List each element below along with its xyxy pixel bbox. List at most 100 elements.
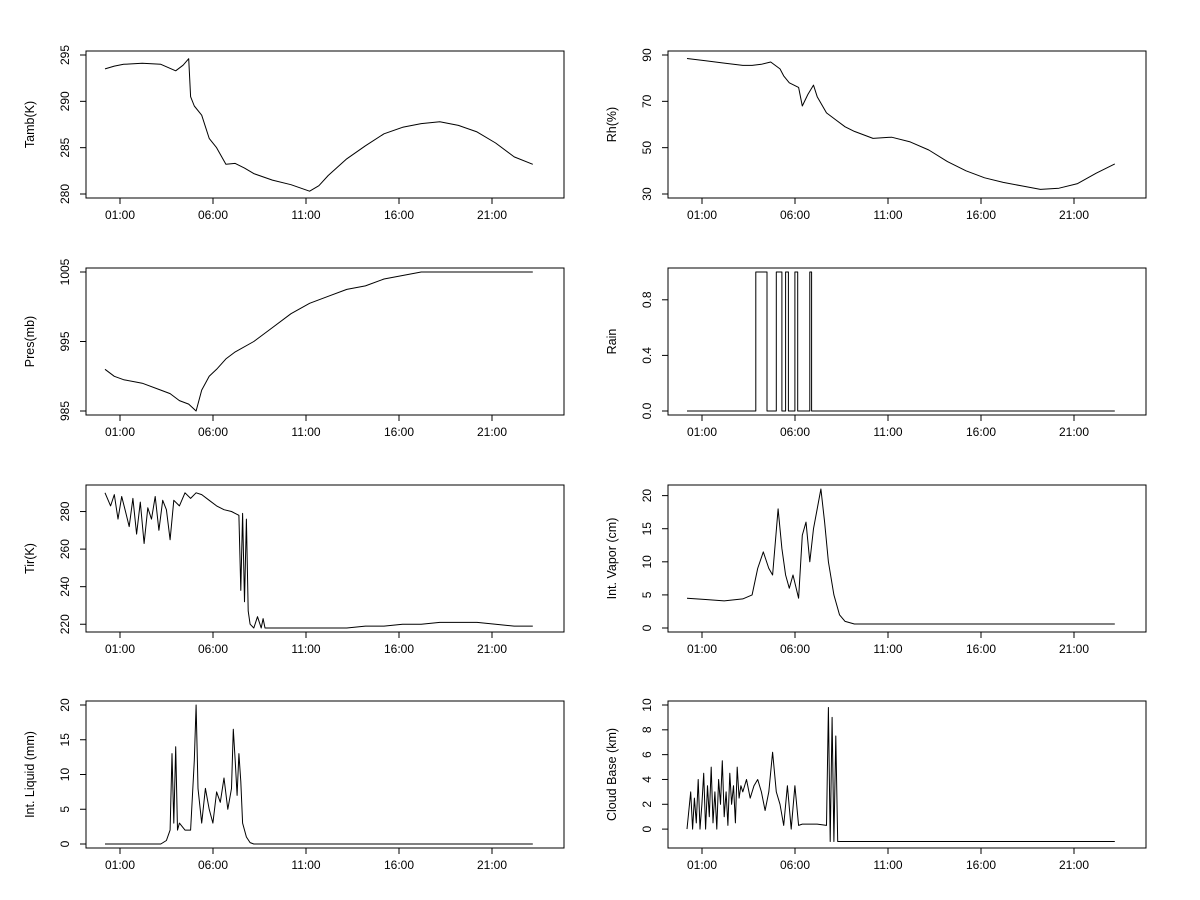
- y-tick-label: 50: [640, 141, 654, 155]
- y-tick-label: 0.8: [640, 291, 654, 308]
- plot-frame: [667, 267, 1147, 416]
- panel-cloudbase: 01:00 06:00 11:00 16:00 21:00 0 2 4 6 8 10 Cloud Ba…: [605, 698, 1147, 872]
- x-tick-label: 01:00: [105, 642, 135, 656]
- x-tick-label: 16:00: [384, 208, 414, 222]
- x-tick-label: 06:00: [780, 642, 810, 656]
- y-tick-label: 15: [58, 733, 72, 747]
- x-tick-label: 06:00: [780, 208, 810, 222]
- y-tick-label: 8: [640, 726, 654, 733]
- panel-pres: 01:00 06:00 11:00 16:00 21:00 985 995 1005 Pres(…: [23, 258, 565, 439]
- x-tick-label: 21:00: [477, 858, 507, 872]
- y-tick-label: 20: [58, 698, 72, 712]
- series-line-rh: [686, 58, 1116, 190]
- x-tick-label: 21:00: [477, 425, 507, 439]
- y-tick-label: 90: [640, 48, 654, 62]
- y-tick-label: 1005: [58, 258, 72, 285]
- x-tick-label: 16:00: [966, 425, 996, 439]
- panel-tamb: 01:00 06:00 11:00 16:00 21:00 280 285 290 295 Tam…: [23, 45, 565, 222]
- x-tick-label: 16:00: [966, 858, 996, 872]
- y-tick-label: 0: [640, 825, 654, 832]
- plot-frame: [85, 267, 565, 416]
- x-tick-label: 16:00: [384, 425, 414, 439]
- series-line-cloudbase: [686, 707, 1115, 842]
- x-tick-label: 11:00: [873, 425, 902, 439]
- series-line-tamb: [104, 58, 533, 192]
- x-tick-label: 16:00: [966, 208, 996, 222]
- plot-frame: [85, 484, 565, 633]
- plot-frame: [85, 50, 565, 199]
- y-tick-label: 0.4: [640, 347, 654, 364]
- x-tick-label: 01:00: [105, 208, 135, 222]
- x-tick-label: 11:00: [291, 208, 320, 222]
- y-tick-label: 10: [640, 698, 654, 712]
- x-tick-label: 21:00: [477, 208, 507, 222]
- x-tick-label: 01:00: [687, 858, 717, 872]
- y-tick-label: 290: [58, 91, 72, 111]
- series-line-vapor: [686, 488, 1115, 625]
- plot-frame: [85, 700, 565, 849]
- x-tick-label: 21:00: [1059, 208, 1089, 222]
- x-tick-label: 11:00: [873, 208, 902, 222]
- series-line-liquid: [105, 704, 533, 845]
- y-axis-label: Tir(K): [23, 543, 37, 574]
- x-tick-label: 01:00: [105, 858, 135, 872]
- series-line-rain: [687, 271, 1115, 412]
- panel-liquid: 01:00 06:00 11:00 16:00 21:00 0 5 10 15 20 Int. Li…: [23, 698, 565, 872]
- y-axis-label: Cloud Base (km): [605, 728, 619, 821]
- x-tick-label: 06:00: [198, 208, 228, 222]
- y-axis-label: Rh(%): [605, 107, 619, 142]
- y-tick-label: 280: [58, 184, 72, 204]
- y-tick-label: 5: [640, 591, 654, 598]
- x-tick-label: 06:00: [780, 425, 810, 439]
- x-tick-label: 16:00: [384, 858, 414, 872]
- x-tick-label: 01:00: [105, 425, 135, 439]
- series-line-pres: [104, 271, 533, 412]
- y-tick-label: 10: [640, 555, 654, 569]
- plot-frame: [667, 50, 1147, 199]
- x-tick-label: 11:00: [873, 642, 902, 656]
- panel-rain: 01:00 06:00 11:00 16:00 21:00 0.0 0.4 0.8 Rain: [605, 267, 1147, 439]
- y-tick-label: 295: [58, 45, 72, 65]
- x-tick-label: 11:00: [291, 425, 320, 439]
- plot-frame: [667, 484, 1147, 633]
- panel-vapor: 01:00 06:00 11:00 16:00 21:00 0 5 10 15 20 Int. Va…: [605, 484, 1147, 656]
- x-tick-label: 01:00: [687, 642, 717, 656]
- y-tick-label: 285: [58, 137, 72, 157]
- x-tick-label: 21:00: [1059, 858, 1089, 872]
- x-tick-label: 21:00: [1059, 642, 1089, 656]
- x-tick-label: 11:00: [291, 642, 320, 656]
- y-tick-label: 20: [640, 489, 654, 503]
- y-tick-label: 985: [58, 401, 72, 421]
- y-tick-label: 70: [640, 94, 654, 108]
- y-tick-label: 280: [58, 501, 72, 521]
- y-tick-label: 0: [640, 624, 654, 631]
- y-axis-label: Tamb(K): [23, 101, 37, 148]
- x-tick-label: 01:00: [687, 425, 717, 439]
- y-tick-label: 10: [58, 768, 72, 782]
- x-tick-label: 06:00: [780, 858, 810, 872]
- plot-frame: [667, 700, 1147, 849]
- y-axis-label: Rain: [605, 329, 619, 355]
- series-line-tir: [104, 492, 533, 629]
- x-tick-label: 11:00: [291, 858, 320, 872]
- y-tick-label: 220: [58, 614, 72, 634]
- x-tick-label: 21:00: [477, 642, 507, 656]
- panel-tir: 01:00 06:00 11:00 16:00 21:00 220 240 260 280 Tir…: [23, 484, 565, 656]
- y-tick-label: 15: [640, 522, 654, 536]
- x-tick-label: 11:00: [873, 858, 902, 872]
- y-tick-label: 0: [58, 840, 72, 847]
- x-tick-label: 16:00: [966, 642, 996, 656]
- y-tick-label: 995: [58, 331, 72, 351]
- x-tick-label: 01:00: [687, 208, 717, 222]
- y-axis-label: Int. Vapor (cm): [605, 518, 619, 600]
- y-tick-label: 5: [58, 806, 72, 813]
- x-tick-label: 21:00: [1059, 425, 1089, 439]
- y-axis-label: Int. Liquid (mm): [23, 731, 37, 818]
- y-tick-label: 0.0: [640, 402, 654, 419]
- y-tick-label: 240: [58, 576, 72, 596]
- x-tick-label: 16:00: [384, 642, 414, 656]
- x-tick-label: 06:00: [198, 425, 228, 439]
- panel-rh: 01:00 06:00 11:00 16:00 21:00 30 50 70 90 Rh(%): [605, 48, 1147, 222]
- x-tick-label: 06:00: [198, 858, 228, 872]
